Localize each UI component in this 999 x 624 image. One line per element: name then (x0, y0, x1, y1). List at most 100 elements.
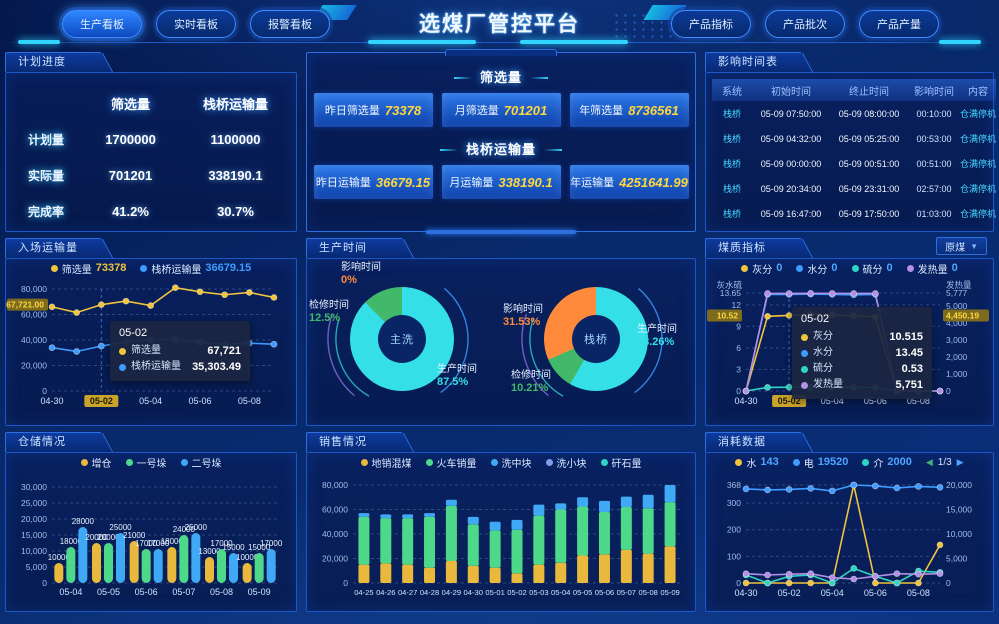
prev-page-icon[interactable]: ◀ (925, 456, 933, 467)
legend-item[interactable]: 二号垛 (180, 455, 222, 470)
panel-title: 销售情况 (319, 436, 367, 448)
svg-text:04-26: 04-26 (376, 588, 395, 597)
svg-text:0: 0 (736, 578, 741, 588)
stat-chip[interactable]: 年筛选量 8736561 (569, 93, 689, 127)
legend-name: 筛选量 (61, 264, 92, 276)
panel-title: 消耗数据 (718, 436, 766, 448)
legend-item[interactable]: 洗小块 (545, 455, 587, 470)
stat-chip[interactable]: 月运输量 338190.1 (441, 165, 561, 199)
page-title: 选煤厂管控平台 (419, 13, 580, 36)
legend-item[interactable]: 增仓 (80, 455, 112, 470)
panel-title: 影响时间表 (718, 56, 778, 68)
legend-item[interactable]: 水 143 (735, 455, 779, 470)
legend-item[interactable]: 硫分 0 (851, 261, 893, 276)
legend-item[interactable]: 矸石量 (600, 455, 642, 470)
svg-text:05-08: 05-08 (210, 587, 233, 597)
coal-quality-legend: 灰分 0 水分 0 硫分 0 发热量 0 (706, 259, 993, 277)
storage-chart[interactable]: 0 5,000 10,000 15,000 20,000 25,000 30,000 05-0… (6, 471, 284, 611)
legend-value: 143 (760, 456, 779, 468)
legend-dot (360, 458, 368, 466)
series-dot (801, 333, 808, 341)
svg-text:05-06: 05-06 (135, 587, 158, 597)
impact-cell: 05-09 16:47:00 (760, 208, 822, 219)
svg-text:368: 368 (727, 480, 741, 490)
legend-item[interactable]: 栈桥运输量 36679.15 (140, 261, 251, 276)
legend-dot (851, 264, 859, 272)
slice-label: 影响时间 31.53% (503, 303, 565, 329)
slice-name: 检修时间 (511, 370, 551, 381)
impact-cell: 栈桥 (722, 159, 741, 169)
panel-title: 煤质指标 (718, 242, 766, 254)
svg-text:5,000: 5,000 (946, 301, 968, 311)
stat-chip[interactable]: 年运输量 4251641.99 (569, 165, 689, 199)
svg-text:05-05: 05-05 (97, 587, 120, 597)
dropdown-value: 原煤 (945, 242, 966, 254)
svg-text:05-06: 05-06 (595, 588, 614, 597)
slice-label: 影响时间 0% (341, 261, 403, 287)
svg-text:05-08: 05-08 (238, 396, 261, 406)
svg-text:05-01: 05-01 (485, 588, 504, 597)
stat-label: 月筛选量 (454, 105, 499, 117)
svg-text:80,000: 80,000 (322, 480, 348, 490)
header: 生产看板 实时看板 报警看板 选煤厂管控平台 产品指标 产品批次 产品产量 (0, 0, 999, 48)
legend-value: 0 (951, 262, 958, 274)
svg-text:67,721.00: 67,721.00 (6, 300, 44, 310)
legend-item[interactable]: 介 2000 (862, 455, 912, 470)
stat-chip[interactable]: 月筛选量 701201 (441, 93, 561, 127)
svg-text:17000: 17000 (135, 539, 158, 548)
panel-impact-table: 影响时间表 系统 初始时间 终止时间 影响时间 内容 栈桥 05-09 07:50:00 05… (705, 52, 997, 232)
legend-item[interactable]: 一号垛 (125, 455, 167, 470)
header-button[interactable]: 产品批次 (765, 10, 845, 38)
legend-name: 二号垛 (191, 458, 222, 470)
slice-name: 检修时间 (309, 300, 349, 311)
legend-dot (490, 458, 498, 466)
header-button[interactable]: 产品指标 (671, 10, 751, 38)
svg-text:60,000: 60,000 (21, 310, 47, 320)
tooltip-title: 05-02 (801, 313, 830, 325)
trestle-heading: 栈桥运输量 (439, 139, 562, 158)
impact-col-header: 初始时间 (752, 79, 830, 101)
legend-item[interactable]: 地销混煤 (360, 455, 412, 470)
svg-text:04-27: 04-27 (398, 588, 417, 597)
header-button[interactable]: 报警看板 (250, 10, 330, 38)
legend-item[interactable]: 水分 0 (796, 261, 838, 276)
legend-item[interactable]: 灰分 0 (741, 261, 782, 276)
header-button[interactable]: 产品产量 (859, 10, 939, 38)
legend-name: 一号垛 (136, 458, 167, 470)
legend-dot (80, 458, 88, 466)
plan-col-header: 筛选量 (110, 96, 150, 112)
legend-item[interactable]: 发热量 0 (906, 261, 958, 276)
coal-type-dropdown[interactable]: 原煤 ▼ (936, 237, 987, 255)
overview-box: 筛选量 昨日筛选量 73378 月筛选量 701201 年筛选量 8736561 栈桥运输… (306, 52, 696, 232)
legend-dot (140, 264, 148, 272)
legend-item[interactable]: 筛选量 73378 (50, 261, 126, 276)
stat-chip[interactable]: 昨日筛选量 73378 (313, 93, 433, 127)
legend-item[interactable]: 火车销量 (425, 455, 477, 470)
sales-chart[interactable]: 0 20,000 40,000 60,000 80,000 04-25 04-26 04-27… (307, 471, 691, 611)
svg-text:05-06: 05-06 (864, 396, 887, 406)
consumption-chart[interactable]: 0 100 200 300 368 0 5,000 10,000 15,000 20,000 04-… (706, 471, 991, 611)
legend-dot (545, 458, 553, 466)
plan-row-label: 计划量 (27, 132, 64, 147)
plan-cell-value: 701201 (108, 167, 153, 183)
donut-trestle[interactable]: 栈桥 影响时间 31.53% 检修时间 10.21% 生产时间 58.26% (501, 259, 695, 425)
svg-text:05-08: 05-08 (907, 396, 930, 406)
svg-text:0: 0 (42, 578, 47, 588)
header-button[interactable]: 实时看板 (156, 10, 236, 38)
header-button[interactable]: 生产看板 (62, 10, 142, 38)
tooltip-series-name: 栈桥运输量 (131, 361, 181, 372)
legend-name: 洗中块 (501, 458, 532, 470)
panel-tab-consumption: 消耗数据 (705, 432, 801, 452)
legend-item[interactable]: 洗中块 (490, 455, 532, 470)
legend-dot (906, 264, 914, 272)
legend-name: 火车销量 (436, 458, 477, 470)
stat-chip[interactable]: 昨日运输量 36679.15 (313, 165, 433, 199)
donut-main-wash[interactable]: 主洗 影响时间 0% 检修时间 12.5% 生产时间 87.5% (307, 259, 501, 425)
panel-tab-storage: 仓储情况 (5, 432, 101, 452)
svg-text:4,450.19: 4,450.19 (946, 311, 979, 321)
panel-tab-raw-transport: 入场运输量 (5, 238, 101, 258)
next-page-icon[interactable]: ▶ (956, 456, 964, 467)
legend-item[interactable]: 电 19520 (792, 455, 848, 470)
donut-arc-decoration (521, 264, 671, 414)
glow-segment (939, 40, 981, 44)
